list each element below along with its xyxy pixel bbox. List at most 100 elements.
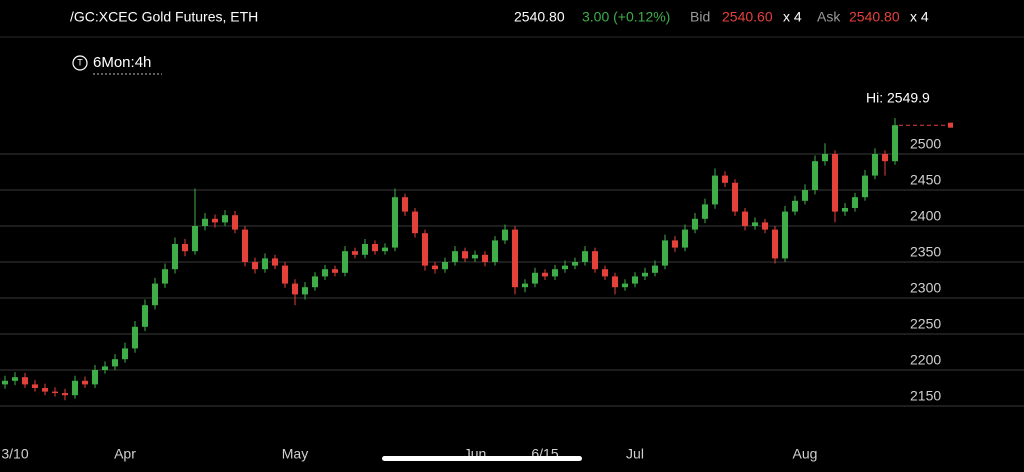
candle-body — [532, 272, 538, 284]
y-tick-label: 2250 — [910, 316, 941, 332]
candle-body — [852, 197, 858, 208]
candle-body — [342, 251, 348, 273]
candle-body — [482, 254, 488, 262]
bid: 2540.60 — [722, 9, 773, 25]
candle-body — [522, 283, 528, 288]
candle-body — [782, 211, 788, 259]
candle-body — [172, 244, 178, 270]
candle-body — [622, 283, 628, 288]
ask-label: Ask — [817, 9, 841, 25]
x-tick-label: 3/10 — [1, 446, 28, 462]
candle-body — [732, 182, 738, 212]
candle-body — [152, 283, 158, 306]
candle-body — [72, 380, 78, 396]
y-tick-label: 2400 — [910, 208, 941, 224]
candle-body — [872, 154, 878, 176]
candle-body — [472, 254, 478, 259]
candle-body — [562, 265, 568, 270]
bid-size: x 4 — [783, 9, 802, 25]
x-tick-label: Aug — [793, 446, 818, 462]
candle-body — [442, 262, 448, 270]
period-selector[interactable]: T 6Mon:4h — [72, 54, 162, 75]
period: 6Mon:4h — [93, 54, 151, 71]
period-icon: T — [77, 57, 83, 67]
candle-body — [292, 283, 298, 295]
candle-body — [792, 200, 798, 212]
candle-body — [652, 265, 658, 273]
candle-body — [882, 154, 888, 162]
candle-body — [232, 215, 238, 230]
candle-body — [22, 377, 28, 385]
candle-body — [162, 269, 168, 284]
candle-body — [92, 370, 98, 385]
candle-body — [392, 197, 398, 248]
y-tick-label: 2450 — [910, 172, 941, 188]
candle-body — [32, 384, 38, 388]
high-annotation: Hi: 2549.9 — [866, 90, 930, 106]
candle-body — [822, 154, 828, 162]
candle-body — [282, 265, 288, 284]
candle-body — [252, 262, 258, 270]
candle-body — [582, 251, 588, 262]
candle-body — [52, 391, 58, 394]
candle-body — [192, 226, 198, 252]
candle-body — [112, 359, 118, 367]
candle-body — [742, 211, 748, 226]
candle-body — [692, 218, 698, 230]
candle-body — [352, 251, 358, 255]
y-tick-label: 2200 — [910, 352, 941, 368]
symbol: /GC:XCEC Gold Futures, ETH — [70, 9, 258, 25]
candle-body — [62, 393, 68, 396]
candle-body — [642, 272, 648, 277]
candle-body — [142, 305, 148, 327]
candle-body — [632, 276, 638, 284]
candle-body — [502, 229, 508, 241]
candle-body — [552, 269, 558, 277]
candle-body — [752, 222, 758, 226]
candle-body — [762, 222, 768, 230]
candle-body — [842, 208, 848, 212]
bid-label: Bid — [690, 9, 710, 25]
last-price-marker — [948, 122, 953, 128]
candle-body — [892, 125, 898, 162]
candle-body — [332, 269, 338, 273]
y-tick-label: 2500 — [910, 136, 941, 152]
x-tick-label: May — [282, 446, 308, 462]
candle-body — [272, 258, 278, 266]
ask-size: x 4 — [910, 9, 929, 25]
candle-body — [772, 229, 778, 259]
candle-body — [722, 175, 728, 183]
candle-body — [402, 197, 408, 212]
x-tick-label: Apr — [114, 446, 136, 462]
y-tick-label: 2150 — [910, 388, 941, 404]
candle-body — [602, 269, 608, 277]
candle-body — [432, 265, 438, 270]
home-indicator — [382, 456, 582, 461]
candle-body — [122, 348, 128, 360]
period-icon-ring — [72, 55, 88, 71]
candle-body — [222, 215, 228, 223]
candle-body — [182, 244, 188, 252]
candle-body — [132, 326, 138, 349]
candle-body — [362, 244, 368, 255]
plot: 2150 2200 2250 2300 2350 2400 2450 2500 3/10 Apr M… — [0, 118, 1024, 462]
candle-body — [102, 366, 108, 370]
candle-body — [812, 161, 818, 190]
x-tick-label: Jul — [626, 446, 644, 462]
candle-body — [862, 175, 868, 198]
candle-body — [832, 154, 838, 212]
ask: 2540.80 — [849, 9, 900, 25]
candle-body — [462, 251, 468, 259]
candle-body — [572, 262, 578, 266]
candle-body — [702, 204, 708, 219]
candle-body — [372, 244, 378, 252]
candle-body — [592, 251, 598, 270]
candle-body — [302, 287, 308, 295]
candle-body — [412, 211, 418, 234]
candle-body — [242, 229, 248, 262]
last-price: 2540.80 — [514, 9, 565, 25]
candle-body — [322, 269, 328, 277]
candle-body — [2, 380, 8, 385]
